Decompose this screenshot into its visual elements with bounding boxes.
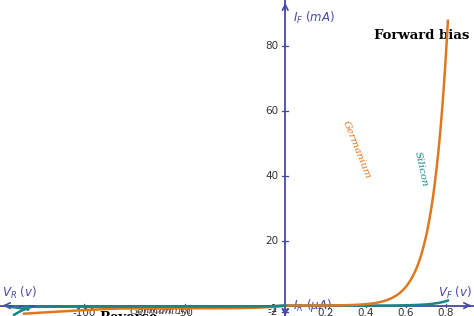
Text: $I_R\ (\mu A)$: $I_R\ (\mu A)$ [293,297,332,314]
Text: Forward bias: Forward bias [374,29,469,42]
Text: -50: -50 [176,308,193,316]
Text: 40: 40 [265,171,278,180]
Text: 0.2: 0.2 [317,308,334,316]
Text: 0.8: 0.8 [438,308,454,316]
Text: Germanium: Germanium [130,307,191,316]
Text: 60: 60 [265,106,278,116]
Text: 0.4: 0.4 [357,308,374,316]
Text: Reverse
bias: Reverse bias [100,311,158,316]
Text: Silicon: Silicon [413,150,429,187]
Text: $V_F\ (v)$: $V_F\ (v)$ [438,285,472,301]
Text: $V_R\ (v)$: $V_R\ (v)$ [2,285,37,301]
Text: -2: -2 [268,307,278,316]
Text: 80: 80 [265,40,278,51]
Text: 20: 20 [265,235,278,246]
Text: Silicon: Silicon [137,306,173,315]
Text: Germanium: Germanium [341,119,372,180]
Text: -1: -1 [268,304,278,314]
Text: $I_F\ (mA)$: $I_F\ (mA)$ [293,10,335,26]
Text: 0.6: 0.6 [398,308,414,316]
Text: -100: -100 [73,308,96,316]
